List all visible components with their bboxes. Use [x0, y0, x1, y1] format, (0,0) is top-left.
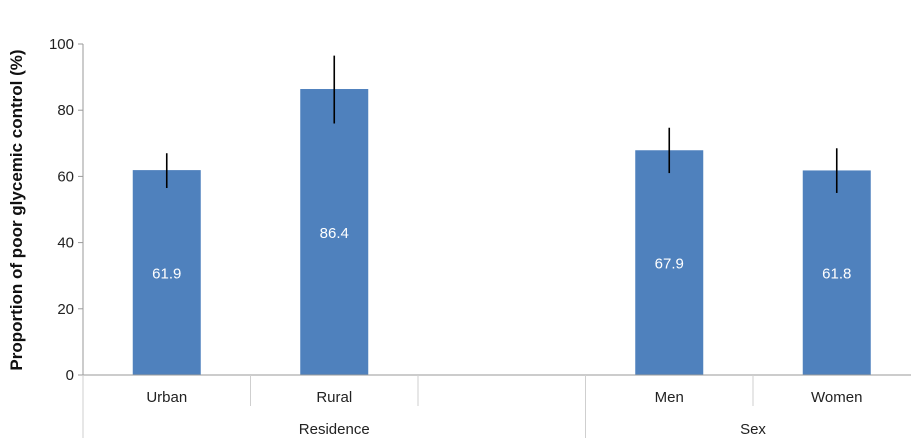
bars: [133, 89, 871, 375]
y-axis: 0 20 40 60 80 100: [49, 36, 83, 384]
category-label: Urban: [146, 389, 187, 406]
group-label: Sex: [740, 421, 766, 438]
category-label: Men: [655, 389, 684, 406]
y-axis-title: Proportion of poor glycemic control (%): [7, 49, 26, 370]
y-tick-label: 100: [49, 36, 74, 53]
data-label: 67.9: [655, 256, 684, 273]
y-tick-label: 20: [57, 301, 74, 318]
category-label: Women: [811, 389, 862, 406]
group-label: Residence: [299, 421, 370, 438]
data-label: 61.8: [822, 266, 851, 283]
error-bars: [167, 56, 837, 193]
data-labels: 61.9 86.4 67.9 61.8: [152, 225, 851, 283]
x-axis: Urban Rural Men Women Residence Sex: [83, 375, 911, 438]
y-tick-label: 80: [57, 102, 74, 119]
y-tick-label: 40: [57, 235, 74, 252]
data-label: 61.9: [152, 266, 181, 283]
y-tick-label: 60: [57, 168, 74, 185]
y-tick-label: 0: [66, 367, 74, 384]
category-label: Rural: [316, 389, 352, 406]
data-label: 86.4: [320, 225, 349, 242]
